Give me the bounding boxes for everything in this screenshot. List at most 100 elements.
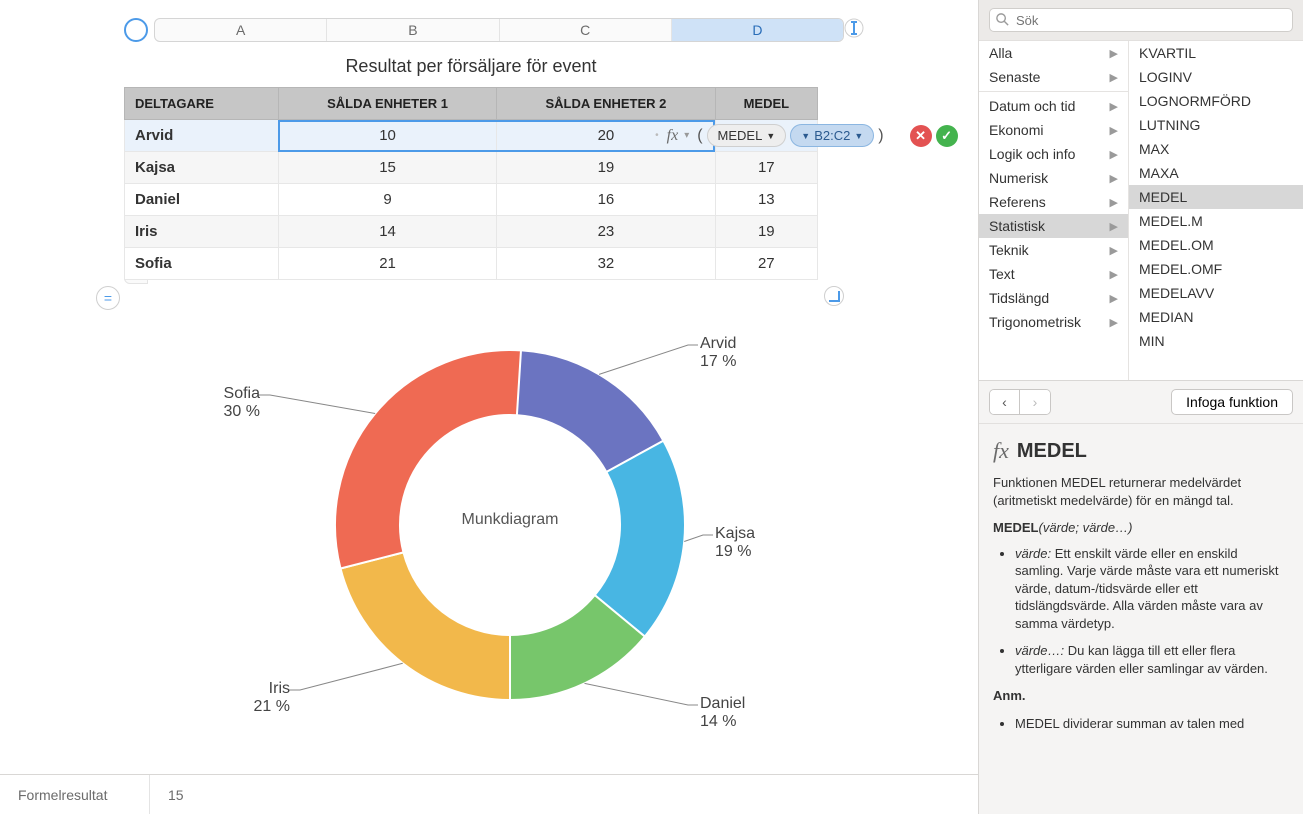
category-list[interactable]: Alla▶Senaste▶ Datum och tid▶Ekonomi▶Logik… (979, 41, 1129, 380)
fx-icon: fx (993, 438, 1009, 464)
category-item[interactable]: Ekonomi▶ (979, 118, 1128, 142)
accept-formula-button[interactable]: ✓ (936, 125, 958, 147)
function-item[interactable]: LOGNORMFÖRD (1129, 89, 1303, 113)
cancel-formula-button[interactable]: ✕ (910, 125, 932, 147)
column-header[interactable]: C (500, 19, 672, 41)
category-item[interactable]: Alla▶ (979, 41, 1128, 65)
donut-slice-label: Kajsa19 % (715, 525, 755, 561)
nav-forward-button[interactable]: › (1020, 390, 1050, 414)
column-end-handle[interactable] (844, 18, 864, 38)
function-item[interactable]: MEDELAVV (1129, 281, 1303, 305)
function-list[interactable]: KVARTILLOGINVLOGNORMFÖRDLUTNINGMAXMAXAME… (1129, 41, 1303, 380)
status-label: Formelresultat (0, 775, 150, 814)
table-resize-handle[interactable] (824, 286, 844, 306)
function-item[interactable]: MIN (1129, 329, 1303, 353)
function-item[interactable]: MEDEL (1129, 185, 1303, 209)
chevron-down-icon[interactable]: ▾ (684, 130, 689, 141)
category-item[interactable]: Senaste▶ (979, 65, 1128, 89)
function-item[interactable]: MAXA (1129, 161, 1303, 185)
inline-formula-editor[interactable]: • fx ▾ ( MEDEL ▼ ▼ B2:C2 ▼ ) ✕ ✓ (655, 121, 957, 151)
cell[interactable]: 19 (497, 152, 715, 184)
help-argument-item: värde…: Du kan lägga till ett eller fler… (1015, 642, 1289, 677)
formula-range-pill[interactable]: ▼ B2:C2 ▼ (790, 124, 874, 147)
column-header-bar: ABCD (124, 18, 844, 42)
cell[interactable]: 14 (278, 216, 496, 248)
column-header[interactable]: D (672, 19, 843, 41)
category-item[interactable]: Tidslängd▶ (979, 286, 1128, 310)
data-table-region: Resultat per försäljare för event DELTAG… (124, 56, 818, 280)
column-header[interactable]: A (155, 19, 327, 41)
formula-function-label: MEDEL (718, 128, 763, 143)
function-search-input[interactable] (989, 8, 1293, 32)
cell[interactable]: 16 (497, 184, 715, 216)
function-sidebar: Alla▶Senaste▶ Datum och tid▶Ekonomi▶Logik… (978, 0, 1303, 814)
cell[interactable]: 13 (715, 184, 817, 216)
dropdown-icon: ▼ (801, 131, 810, 141)
donut-slice-label: Daniel14 % (700, 695, 745, 731)
cell[interactable]: 10 (278, 120, 496, 152)
status-value: 15 (150, 787, 184, 803)
cell[interactable]: Sofia (125, 248, 279, 280)
category-item[interactable]: Trigonometrisk▶ (979, 310, 1128, 334)
table-row[interactable]: Sofia213227 (125, 248, 818, 280)
spreadsheet-canvas: ABCD 123456 Resultat per försäljare för … (0, 0, 978, 814)
cell[interactable]: 27 (715, 248, 817, 280)
cell[interactable]: 15 (278, 152, 496, 184)
fx-icon: fx (667, 127, 679, 145)
column-header[interactable]: B (327, 19, 499, 41)
function-item[interactable]: MAX (1129, 137, 1303, 161)
table-row[interactable]: Iris142319 (125, 216, 818, 248)
donut-chart[interactable]: Munkdiagram Arvid17 % Kajsa19 % Daniel14 %… (160, 330, 840, 760)
function-item[interactable]: KVARTIL (1129, 41, 1303, 65)
function-item[interactable]: MEDEL.M (1129, 209, 1303, 233)
category-item[interactable]: Referens▶ (979, 190, 1128, 214)
category-item[interactable]: Numerisk▶ (979, 166, 1128, 190)
function-item[interactable]: LUTNING (1129, 113, 1303, 137)
cell[interactable]: 23 (497, 216, 715, 248)
cell[interactable]: 19 (715, 216, 817, 248)
column-heading[interactable]: SÅLDA ENHETER 1 (278, 88, 496, 120)
function-item[interactable]: LOGINV (1129, 65, 1303, 89)
cell[interactable]: Arvid (125, 120, 279, 152)
donut-slice-label: Arvid17 % (700, 335, 736, 371)
row-end-handle[interactable]: = (96, 286, 120, 310)
category-item[interactable]: Logik och info▶ (979, 142, 1128, 166)
category-item[interactable]: Datum och tid▶ (979, 94, 1128, 118)
formula-range-label: B2:C2 (814, 128, 850, 143)
data-table[interactable]: DELTAGARESÅLDA ENHETER 1SÅLDA ENHETER 2M… (124, 87, 818, 280)
cell[interactable]: 32 (497, 248, 715, 280)
column-heading[interactable]: MEDEL (715, 88, 817, 120)
help-signature: MEDEL(värde; värde…) (993, 519, 1289, 537)
cell[interactable]: 21 (278, 248, 496, 280)
column-heading[interactable]: DELTAGARE (125, 88, 279, 120)
function-nav-row: ‹ › Infoga funktion (979, 381, 1303, 424)
history-nav: ‹ › (989, 389, 1051, 415)
function-item[interactable]: MEDEL.OMF (1129, 257, 1303, 281)
formula-function-pill[interactable]: MEDEL ▼ (707, 124, 787, 147)
table-row[interactable]: Daniel91613 (125, 184, 818, 216)
dropdown-icon: ▼ (854, 131, 863, 141)
category-item[interactable]: Text▶ (979, 262, 1128, 286)
cell[interactable]: 17 (715, 152, 817, 184)
cell[interactable]: Iris (125, 216, 279, 248)
help-argument-item: värde: Ett enskilt värde eller en enskil… (1015, 545, 1289, 633)
donut-center-label: Munkdiagram (330, 340, 690, 700)
cell[interactable]: 9 (278, 184, 496, 216)
help-note-item: MEDEL dividerar summan av talen med (1015, 715, 1289, 733)
nav-back-button[interactable]: ‹ (990, 390, 1020, 414)
function-item[interactable]: MEDIAN (1129, 305, 1303, 329)
category-item[interactable]: Teknik▶ (979, 238, 1128, 262)
donut-slice-label: Sofia30 % (224, 385, 260, 421)
column-heading[interactable]: SÅLDA ENHETER 2 (497, 88, 715, 120)
table-row[interactable]: Kajsa151917 (125, 152, 818, 184)
category-item[interactable]: Statistisk▶ (979, 214, 1128, 238)
dropdown-icon: ▼ (766, 131, 775, 141)
help-heading: fx MEDEL (993, 438, 1289, 464)
help-function-name: MEDEL (1017, 440, 1087, 463)
insert-function-button[interactable]: Infoga funktion (1171, 389, 1293, 415)
cell[interactable]: Kajsa (125, 152, 279, 184)
formula-open-paren: ( (697, 127, 702, 145)
cell[interactable]: Daniel (125, 184, 279, 216)
function-item[interactable]: MEDEL.OM (1129, 233, 1303, 257)
formula-close-paren: ) (878, 127, 883, 145)
